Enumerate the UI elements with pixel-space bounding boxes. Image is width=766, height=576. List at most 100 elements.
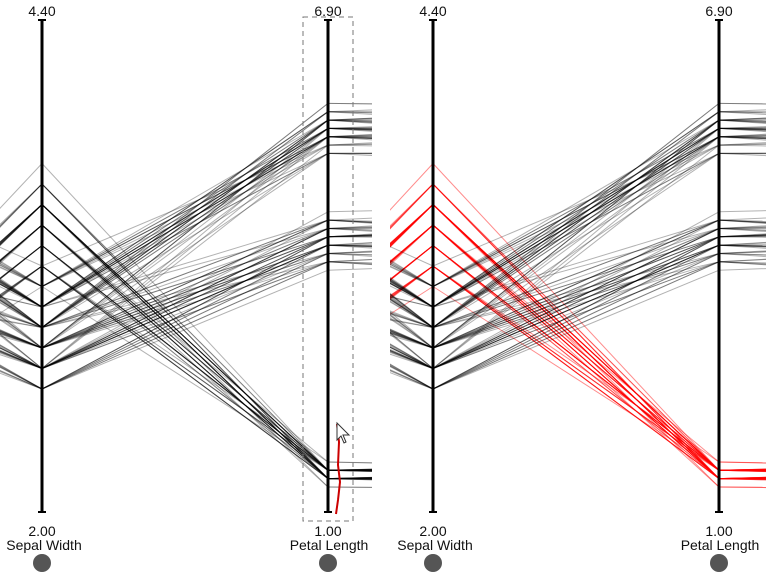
polyline-segment bbox=[41, 244, 329, 349]
polyline-segment bbox=[432, 236, 720, 328]
outgoing-polyline-segment bbox=[327, 461, 372, 464]
polyline-segment bbox=[432, 219, 720, 349]
polyline-segment bbox=[432, 224, 720, 479]
polyline-segment bbox=[41, 265, 329, 463]
polyline-segment bbox=[41, 219, 329, 328]
polyline-segment bbox=[41, 136, 329, 328]
polyline-segment bbox=[432, 253, 720, 349]
polyline-segment bbox=[41, 224, 329, 479]
outgoing-polyline-segment bbox=[718, 111, 766, 114]
polyline-segment bbox=[41, 236, 329, 328]
polyline-segment bbox=[41, 224, 329, 471]
left-panel: 4.40 2.00 Sepal Width 6.90 1.00 Petal Le… bbox=[0, 3, 372, 572]
polyline-segment bbox=[432, 236, 720, 390]
petal-length-brush-box[interactable] bbox=[302, 16, 354, 522]
outgoing-polyline-segment bbox=[327, 468, 372, 471]
outgoing-polyline-segment bbox=[327, 469, 372, 472]
incoming-polyline-segment bbox=[0, 265, 43, 298]
polyline-segment bbox=[41, 219, 329, 308]
polyline-segment bbox=[41, 119, 329, 328]
petal-length-axis-handle-icon[interactable] bbox=[319, 554, 337, 572]
polyline-segment bbox=[432, 228, 720, 369]
outgoing-polyline-segment bbox=[718, 477, 766, 480]
polyline-segment bbox=[41, 144, 329, 308]
polyline-segment bbox=[432, 224, 720, 471]
polyline-segment bbox=[432, 236, 720, 349]
polyline-segment bbox=[432, 204, 720, 479]
polyline-segment bbox=[432, 152, 720, 287]
polyline-segment bbox=[432, 103, 720, 328]
polyline-segment bbox=[432, 236, 720, 349]
polyline-segment bbox=[432, 261, 720, 390]
polyline-segment bbox=[432, 228, 720, 328]
petal-length-axis-title: Petal Length bbox=[290, 537, 369, 553]
outgoing-polyline-segment bbox=[718, 144, 766, 147]
polyline-segment bbox=[432, 119, 720, 328]
polyline-segment bbox=[41, 228, 329, 308]
outgoing-polyline-segment bbox=[718, 102, 766, 105]
outgoing-polyline-segment bbox=[327, 136, 372, 138]
outgoing-polyline-segment bbox=[718, 109, 766, 113]
incoming-polyline-segment bbox=[390, 276, 434, 308]
polyline-segment bbox=[432, 245, 720, 471]
polyline-segment bbox=[432, 144, 720, 308]
polyline-segment bbox=[41, 119, 329, 349]
polyline-segment bbox=[41, 136, 329, 308]
polyline-segment bbox=[432, 127, 720, 328]
incoming-polyline-segment bbox=[390, 363, 434, 390]
sepal-width-min-label: 2.00 bbox=[419, 523, 446, 539]
polyline-segment bbox=[432, 136, 720, 308]
polyline-segment bbox=[432, 244, 720, 369]
outgoing-polyline-segment bbox=[718, 152, 766, 157]
outgoing-polyline-segment bbox=[327, 111, 372, 114]
polyline-segment bbox=[41, 111, 329, 308]
polyline-segment bbox=[41, 245, 329, 471]
polyline-segment bbox=[432, 136, 720, 308]
polyline-segment bbox=[432, 219, 720, 328]
polyline-segment bbox=[432, 204, 720, 479]
incoming-polyline-segment bbox=[0, 279, 43, 308]
polyline-segment bbox=[432, 265, 720, 471]
polyline-segment bbox=[432, 103, 720, 328]
polyline-segment bbox=[41, 204, 329, 479]
polyline-segment bbox=[432, 111, 720, 328]
polyline-segment bbox=[41, 183, 329, 471]
polyline-segment bbox=[41, 136, 329, 287]
polyline-segment bbox=[41, 119, 329, 328]
outgoing-polyline-segment bbox=[718, 469, 766, 472]
petal-length-axis-handle-icon[interactable] bbox=[710, 554, 728, 572]
polyline-segment bbox=[41, 111, 329, 308]
polyline-segment bbox=[41, 245, 329, 471]
polyline-segment bbox=[41, 119, 329, 308]
polyline-segment bbox=[432, 204, 720, 471]
polyline-segment bbox=[432, 253, 720, 390]
polyline-segment bbox=[41, 152, 329, 349]
polyline-segment bbox=[41, 265, 329, 471]
polyline-segment bbox=[432, 127, 720, 308]
polyline-segment bbox=[41, 261, 329, 369]
polyline-segment bbox=[432, 236, 720, 328]
right-panel: 4.40 2.00 Sepal Width 6.90 1.00 Petal Le… bbox=[390, 3, 766, 572]
polyline-segment bbox=[41, 183, 329, 471]
sepal-width-axis-handle-icon[interactable] bbox=[33, 554, 51, 572]
polyline-segment bbox=[41, 204, 329, 471]
polyline-segment bbox=[432, 127, 720, 308]
outgoing-polyline-segment bbox=[718, 461, 766, 464]
polyline-segment bbox=[41, 245, 329, 471]
polyline-segment bbox=[41, 265, 329, 480]
polyline-segment bbox=[432, 228, 720, 369]
polyline-segment bbox=[432, 265, 720, 463]
polyline-segment bbox=[41, 152, 329, 308]
polyline-segment bbox=[41, 244, 329, 369]
polyline-segment bbox=[432, 224, 720, 471]
polyline-segment bbox=[432, 261, 720, 349]
sepal-width-axis-handle-icon[interactable] bbox=[424, 554, 442, 572]
polyline-segment bbox=[41, 265, 329, 471]
sepal-width-axis-title: Sepal Width bbox=[397, 537, 472, 553]
polyline-segment bbox=[41, 236, 329, 390]
polyline-segment bbox=[432, 152, 720, 349]
polyline-segment bbox=[432, 144, 720, 287]
polyline-segment bbox=[41, 204, 329, 488]
polyline-segment bbox=[41, 103, 329, 328]
polyline-segment bbox=[41, 127, 329, 308]
